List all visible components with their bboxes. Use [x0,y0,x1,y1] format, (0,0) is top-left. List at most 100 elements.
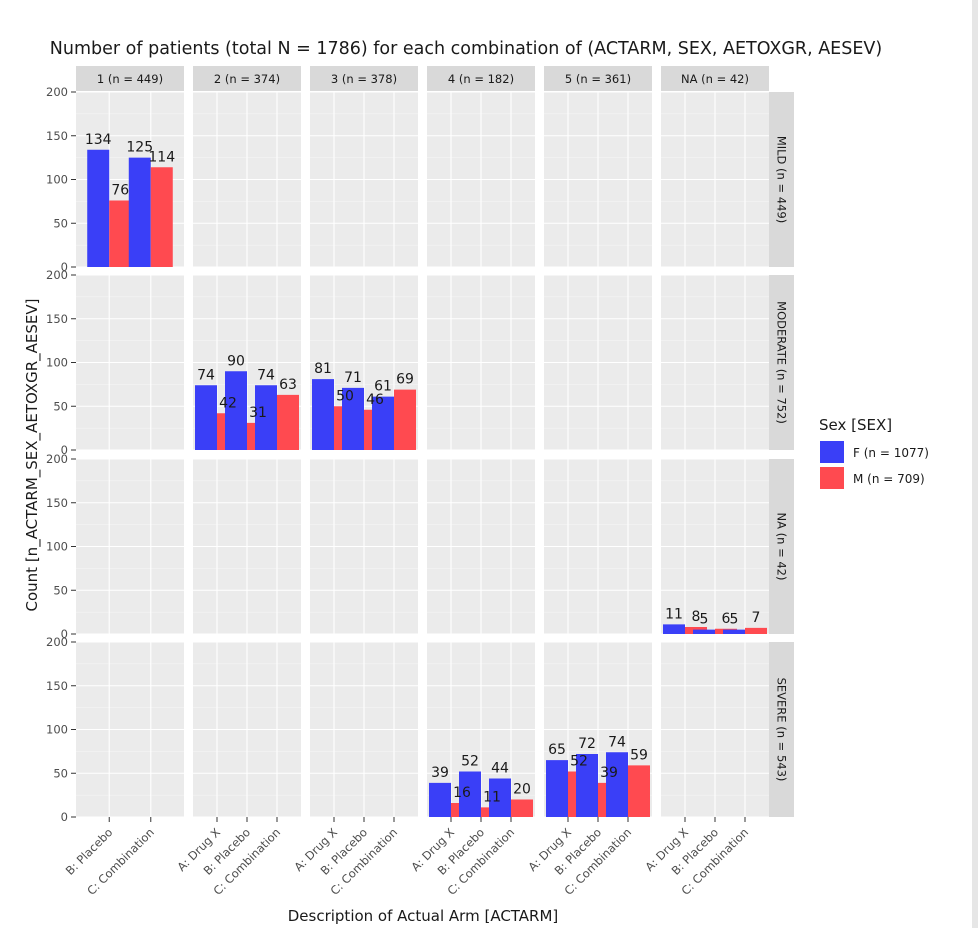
y-tick-label: 0 [61,260,68,274]
data-label-r2-c5-1-m: 6 [722,611,731,627]
col-strip-4 [544,66,652,91]
bar-r1-c2-2-m [394,389,416,450]
y-tick-label: 150 [46,129,68,143]
col-strip-1 [193,66,301,91]
y-tick-label: 50 [53,766,68,780]
bar-r3-c3-2-f [489,778,511,817]
data-label-r1-c1-2-m: 63 [279,377,297,393]
row-strip-label-3: SEVERE (n = 543) [775,678,789,782]
y-tick-label: 50 [53,216,68,230]
data-label-r3-c4-1-m: 39 [600,765,618,781]
col-strip-label-4: 5 (n = 361) [565,72,631,86]
x-axis-title: Description of Actual Arm [ACTARM] [288,907,559,925]
bar-r3-c3-1-f [459,771,481,817]
data-label-r3-c4-1-f: 72 [578,736,596,752]
row-strip-label-1: MODERATE (n = 752) [775,301,789,424]
legend-key-f [820,441,844,463]
data-label-r3-c3-2-m: 20 [513,782,531,798]
row-strip-1 [769,275,794,450]
row-strip-2 [769,459,794,634]
y-tick-label: 150 [46,496,68,510]
bar-r3-c4-0-f [546,760,568,817]
y-tick-label: 150 [46,679,68,693]
y-tick-label: 0 [61,443,68,457]
y-tick-label: 150 [46,312,68,326]
chart-title: Number of patients (total N = 1786) for … [50,39,882,59]
data-label-r1-c2-1-m: 46 [366,392,384,408]
bar-r3-c4-2-m [628,765,650,817]
col-strip-3 [427,66,535,91]
bar-r2-c5-2-f [723,629,745,634]
data-label-r3-c3-1-m: 11 [483,789,501,805]
data-label-r3-c3-1-f: 52 [461,754,479,770]
data-label-r1-c1-2-f: 74 [257,367,275,383]
y-tick-label: 0 [61,810,68,824]
scrollbar[interactable] [972,0,978,928]
data-label-r1-c2-0-f: 81 [314,361,332,377]
data-label-r2-c5-1-f: 5 [700,612,709,628]
legend-label-f: F (n = 1077) [853,446,929,460]
col-strip-label-2: 3 (n = 378) [331,72,397,86]
col-strip-label-3: 4 (n = 182) [448,72,514,86]
bar-r0-c0-0-m [109,200,132,267]
col-strip-label-1: 2 (n = 374) [214,72,280,86]
bar-r0-c0-1-f [128,157,151,267]
data-label-r3-c3-0-m: 16 [453,785,471,801]
y-tick-label: 50 [53,399,68,413]
data-label-r1-c2-0-m: 50 [336,388,354,404]
data-label-r3-c3-2-f: 44 [491,761,509,777]
bar-r1-c1-2-m [277,394,299,450]
data-label-r0-c0-1-f: 125 [126,140,153,156]
data-label-r3-c4-0-m: 52 [570,754,588,770]
col-strip-0 [76,66,184,91]
bar-r0-c0-1-m [150,167,173,267]
y-tick-label: 50 [53,583,68,597]
legend: Sex [SEX] F (n = 1077) M (n = 709) [819,416,929,489]
y-tick-label: 200 [46,452,68,466]
data-label-r1-c1-1-f: 90 [227,353,245,369]
data-label-r0-c0-0-f: 134 [85,132,112,148]
data-label-r3-c4-2-f: 74 [608,734,626,750]
col-strip-5 [661,66,769,91]
data-label-r3-c3-0-f: 39 [431,765,449,781]
legend-title: Sex [SEX] [819,416,892,434]
bar-r3-c3-2-m [511,799,533,817]
y-tick-label: 100 [46,173,68,187]
y-tick-label: 200 [46,268,68,282]
bar-r1-c1-2-f [255,385,277,450]
row-strip-3 [769,642,794,817]
data-label-r1-c2-1-f: 71 [344,370,362,386]
row-strip-label-2: NA (n = 42) [775,513,789,581]
data-label-r2-c5-0-m: 8 [692,609,701,625]
data-label-r2-c5-2-f: 5 [730,612,739,628]
bar-r1-c2-1-f [342,387,364,450]
row-strip-label-0: MILD (n = 449) [775,136,789,223]
bar-r1-c2-0-f [312,379,334,450]
data-label-r1-c2-2-m: 69 [396,372,414,388]
data-label-r1-c1-1-m: 31 [249,405,267,421]
col-strip-label-0: 1 (n = 449) [97,72,163,86]
bar-r1-c1-1-f [225,371,247,450]
data-label-r2-c5-0-f: 11 [665,606,683,622]
bar-r2-c5-1-f [693,629,715,634]
bar-r3-c3-0-f [429,782,451,817]
bar-r0-c0-0-f [87,149,110,267]
y-tick-label: 100 [46,540,68,554]
bar-r2-c5-2-m [745,627,767,634]
data-label-r1-c1-0-m: 42 [219,395,237,411]
data-label-r0-c0-0-m: 76 [111,183,129,199]
bar-r1-c1-0-f [195,385,217,450]
bar-r2-c5-0-f [663,624,685,634]
data-label-r3-c4-2-m: 59 [630,747,648,763]
y-tick-label: 200 [46,85,68,99]
bar-r1-c2-2-f [372,396,394,450]
data-label-r3-c4-0-f: 65 [548,742,566,758]
col-strip-2 [310,66,418,91]
y-tick-label: 200 [46,635,68,649]
bar-r3-c4-2-f [606,752,628,817]
bar-r3-c4-1-f [576,754,598,817]
y-axis-title: Count [n_ACTARM_SEX_AETOXGR_AESEV] [23,299,42,612]
legend-key-m [820,467,844,489]
